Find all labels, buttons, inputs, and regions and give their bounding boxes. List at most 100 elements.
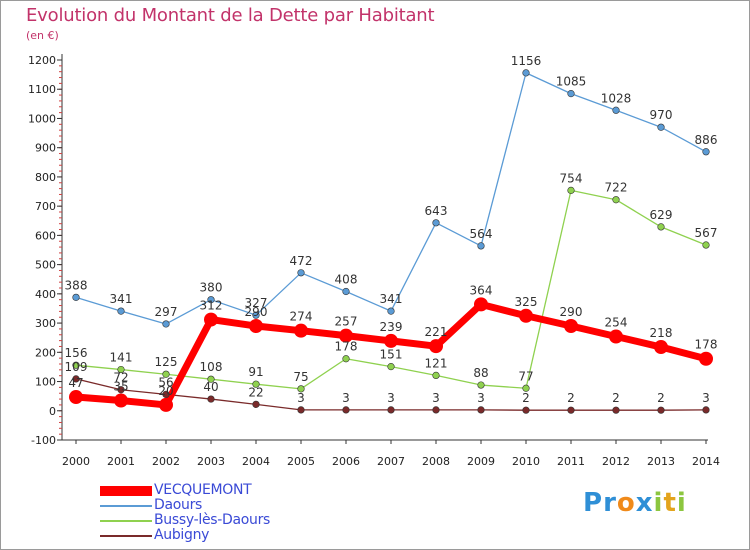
data-point-aubigny xyxy=(657,406,665,414)
data-point-bussy-l-s-daours xyxy=(162,370,170,378)
data-point-aubigny xyxy=(252,400,260,408)
data-point-vecquemont xyxy=(654,340,668,355)
data-point-vecquemont xyxy=(249,319,263,333)
data-label-aubigny: 40 xyxy=(203,380,218,394)
chart-axes: -100 0 100 200 300 400 500 600 700 800 900 1000 1100… xyxy=(28,54,720,468)
data-point-daours xyxy=(117,307,125,315)
legend-label: Daours xyxy=(154,497,203,513)
data-point-daours xyxy=(432,219,440,227)
chart-title: Evolution du Montant de la Dette par Hab… xyxy=(26,5,435,26)
data-point-bussy-l-s-daours xyxy=(612,196,620,204)
y-tick-label: 800 xyxy=(35,171,56,184)
data-point-bussy-l-s-daours xyxy=(657,223,665,231)
y-tick-label: 200 xyxy=(35,346,56,359)
legend-swatch xyxy=(100,534,152,537)
legend-label: VECQUEMONT xyxy=(154,482,252,498)
data-label-daours: 341 xyxy=(380,292,403,306)
data-point-vecquemont xyxy=(204,312,218,327)
data-point-daours xyxy=(162,320,170,328)
data-label-bussy-l-s-daours: 125 xyxy=(155,355,178,369)
data-label-bussy-l-s-daours: 629 xyxy=(650,208,673,222)
data-label-daours: 380 xyxy=(200,281,223,295)
data-point-aubigny xyxy=(612,406,620,414)
data-label-daours: 297 xyxy=(155,305,178,319)
data-point-bussy-l-s-daours xyxy=(567,186,575,194)
logo-letter: i xyxy=(676,488,687,518)
data-label-bussy-l-s-daours: 141 xyxy=(110,351,133,365)
data-label-bussy-l-s-daours: 77 xyxy=(518,369,533,383)
y-tick-label: 1100 xyxy=(28,83,56,96)
data-label-aubigny: 3 xyxy=(387,391,395,405)
data-label-aubigny: 3 xyxy=(297,391,305,405)
y-tick-label: 1000 xyxy=(28,112,56,125)
logo-letter: i xyxy=(653,488,664,518)
data-point-bussy-l-s-daours xyxy=(432,371,440,380)
data-label-aubigny: 3 xyxy=(432,391,440,405)
data-point-bussy-l-s-daours xyxy=(117,365,125,374)
legend-swatch xyxy=(100,504,152,507)
y-tick-label: 100 xyxy=(35,376,56,389)
data-label-vecquemont: 239 xyxy=(380,320,403,334)
data-point-aubigny xyxy=(117,386,125,394)
data-point-daours xyxy=(72,293,80,301)
data-label-aubigny: 3 xyxy=(702,391,710,405)
data-point-vecquemont xyxy=(339,328,353,343)
data-point-daours xyxy=(657,123,665,131)
y-tick-label: 500 xyxy=(35,259,56,272)
data-label-daours: 1156 xyxy=(511,54,542,68)
data-point-aubigny xyxy=(342,406,350,414)
data-point-daours xyxy=(252,311,260,319)
data-label-vecquemont: 325 xyxy=(515,295,538,309)
x-tick-label: 2010 xyxy=(512,455,540,468)
x-tick-label: 2007 xyxy=(377,455,405,468)
data-label-daours: 1085 xyxy=(556,75,587,89)
data-point-bussy-l-s-daours xyxy=(297,385,305,393)
data-point-bussy-l-s-daours xyxy=(72,361,80,369)
data-point-daours xyxy=(477,242,485,250)
data-point-daours xyxy=(297,269,305,277)
y-tick-label: 900 xyxy=(35,142,56,155)
data-label-bussy-l-s-daours: 178 xyxy=(335,340,358,354)
legend-label: Aubigny xyxy=(154,527,210,543)
data-point-daours xyxy=(522,69,530,77)
logo-letter: r xyxy=(603,488,617,518)
data-label-vecquemont: 274 xyxy=(290,310,313,324)
data-label-aubigny: 3 xyxy=(342,391,350,405)
data-label-aubigny: 3 xyxy=(477,391,485,405)
x-tick-label: 2002 xyxy=(152,455,180,468)
logo-letter: t xyxy=(663,488,677,518)
data-label-vecquemont: 35 xyxy=(113,380,128,394)
x-tick-label: 2008 xyxy=(422,455,450,468)
data-point-daours xyxy=(702,148,710,156)
data-point-vecquemont xyxy=(69,390,83,405)
data-point-aubigny xyxy=(297,406,305,414)
proxiti-logo: Proxiti xyxy=(583,488,687,518)
y-tick-label: 600 xyxy=(35,229,56,242)
data-point-vecquemont xyxy=(609,329,623,344)
data-point-aubigny xyxy=(72,375,80,383)
data-point-daours xyxy=(612,106,620,114)
data-label-vecquemont: 364 xyxy=(470,283,493,297)
data-point-vecquemont xyxy=(474,297,488,312)
data-label-vecquemont: 290 xyxy=(560,305,583,319)
data-label-daours: 970 xyxy=(650,108,673,122)
data-label-aubigny: 2 xyxy=(567,391,575,405)
x-tick-label: 2006 xyxy=(332,455,360,468)
data-label-daours: 327 xyxy=(245,296,268,310)
data-point-aubigny xyxy=(207,395,215,403)
data-point-daours xyxy=(207,296,215,304)
data-point-bussy-l-s-daours xyxy=(702,241,710,249)
data-label-daours: 1028 xyxy=(601,91,632,105)
data-label-daours: 643 xyxy=(425,204,448,218)
data-label-daours: 408 xyxy=(335,273,358,287)
x-tick-label: 2005 xyxy=(287,455,315,468)
legend-label: Bussy-lès-Daours xyxy=(154,512,271,528)
data-label-vecquemont: 290 xyxy=(245,305,268,319)
logo-letter: o xyxy=(616,488,636,518)
data-label-aubigny: 2 xyxy=(522,391,530,405)
data-point-bussy-l-s-daours xyxy=(207,375,215,383)
data-label-bussy-l-s-daours: 91 xyxy=(248,365,263,379)
chart-subtitle: (en €) xyxy=(26,29,59,42)
data-label-aubigny: 2 xyxy=(612,391,620,405)
data-point-vecquemont xyxy=(699,351,713,366)
